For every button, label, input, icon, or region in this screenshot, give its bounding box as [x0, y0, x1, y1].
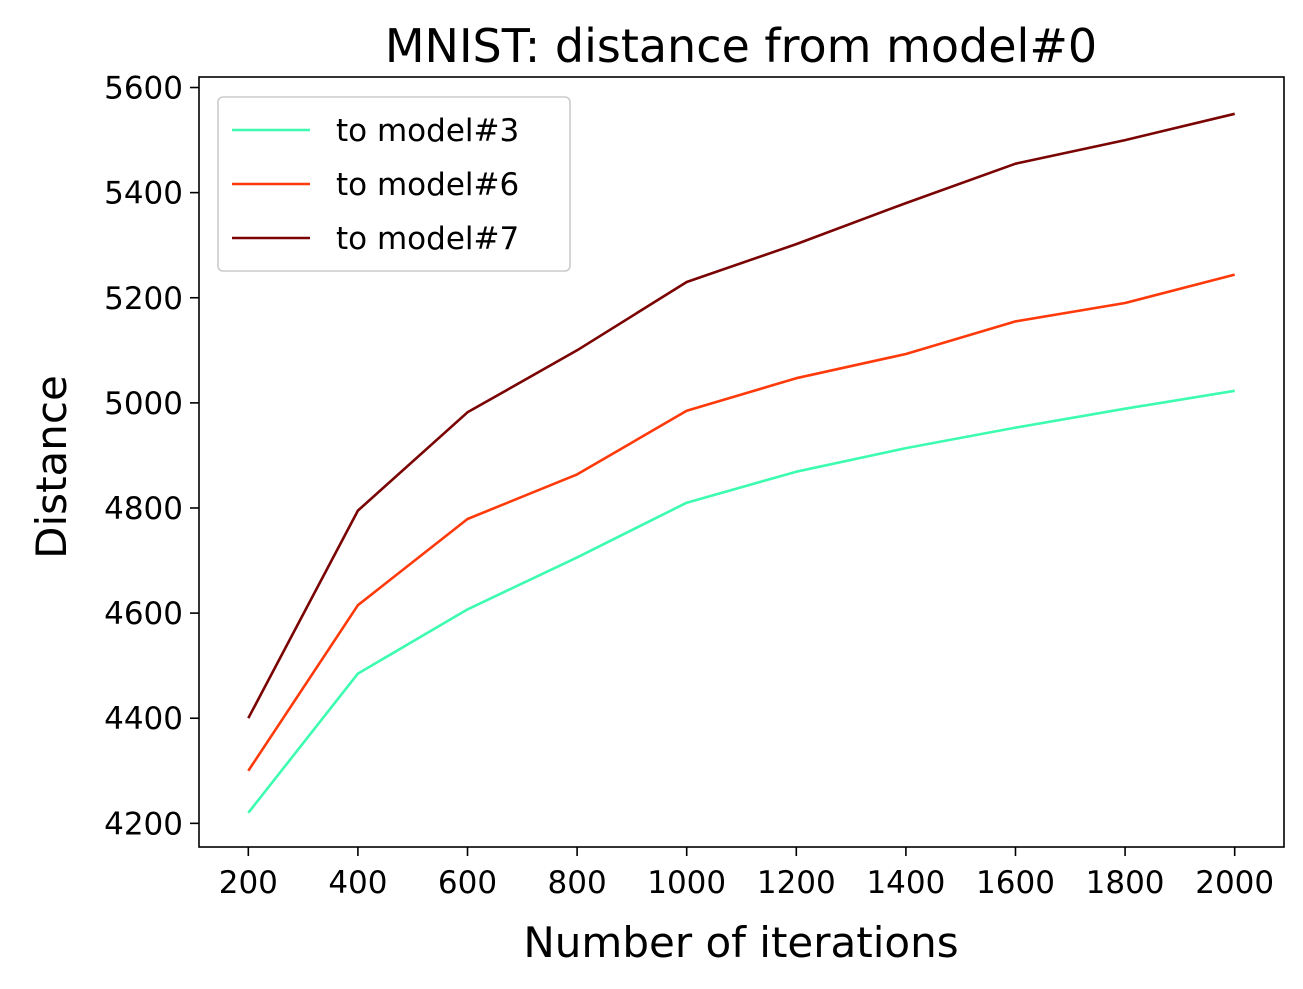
x-tick-label: 1000 — [647, 865, 726, 901]
x-tick-label: 1600 — [976, 865, 1055, 901]
legend-box — [217, 96, 571, 272]
legend-label-3: to model#7 — [336, 221, 519, 257]
legend: to model#3 to model#6 to model#7 — [217, 96, 571, 272]
y-tick-label: 4200 — [104, 806, 183, 842]
y-tick-label: 5000 — [104, 386, 183, 422]
series-line-2 — [247, 273, 1236, 772]
plot-lines — [247, 112, 1236, 814]
plot-frame — [198, 76, 1285, 848]
x-tick-label: 1800 — [1086, 865, 1165, 901]
x-tick-label: 1400 — [866, 865, 945, 901]
legend-label-1: to model#3 — [336, 113, 519, 149]
y-tick-label: 5200 — [104, 281, 183, 317]
x-tick-label: 600 — [438, 865, 497, 901]
y-tick-label: 5400 — [104, 176, 183, 212]
legend-label-2: to model#6 — [336, 167, 519, 203]
x-tick-label: 1200 — [757, 865, 836, 901]
series-line-1 — [247, 389, 1235, 814]
y-axis: 4200 4400 4600 4800 5000 5200 5400 5600 — [104, 71, 199, 842]
series-line-3 — [247, 112, 1236, 719]
x-tick-label: 200 — [219, 865, 278, 901]
y-axis-label: Distance — [27, 375, 76, 559]
x-tick-label: 800 — [548, 865, 607, 901]
y-tick-label: 5600 — [104, 71, 183, 107]
x-axis: 200 400 600 800 1000 1200 1400 1600 1800 2000 — [219, 847, 1274, 901]
x-tick-label: 400 — [328, 865, 387, 901]
y-tick-label: 4800 — [104, 491, 183, 527]
chart-title: MNIST: distance from model#0 — [385, 19, 1097, 73]
x-axis-label: Number of iterations — [523, 918, 958, 967]
x-tick-label: 2000 — [1195, 865, 1274, 901]
y-tick-label: 4400 — [104, 701, 183, 737]
y-tick-label: 4600 — [104, 596, 183, 632]
